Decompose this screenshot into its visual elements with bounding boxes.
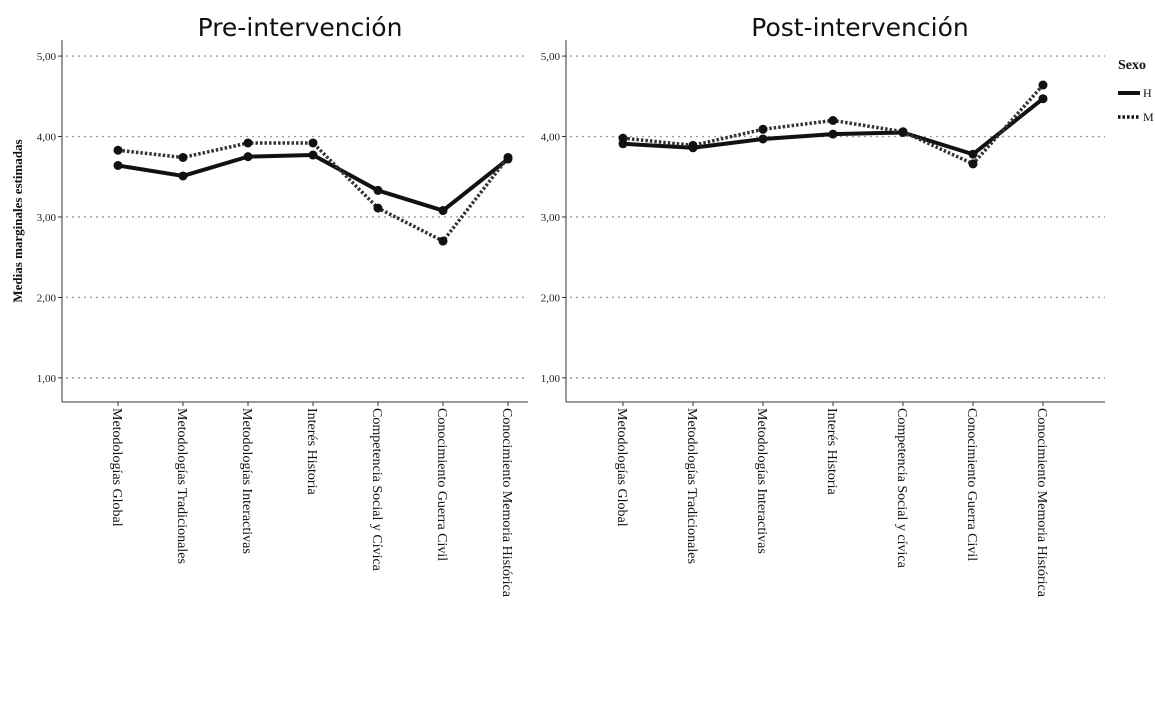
y-tick-label: 2,00 — [37, 292, 57, 304]
legend: Sexo HM — [1118, 58, 1154, 124]
data-point — [243, 138, 253, 148]
chart-panel-2: Post-intervención 1,00 2,00 3,00 4,00 5,00 Met… — [541, 13, 1105, 598]
data-point — [503, 152, 513, 162]
data-point — [828, 129, 838, 139]
y-tick-label: 3,00 — [541, 212, 561, 224]
data-point — [178, 171, 188, 181]
y-tick-label: 4,00 — [37, 132, 57, 144]
panel-title: Post-intervención — [751, 13, 968, 42]
data-point — [438, 236, 448, 246]
x-tick-label: Competencia Social y Cívica — [369, 408, 384, 572]
x-tick-label: Conocimiento Guerra Civil — [964, 408, 979, 561]
data-point — [308, 138, 318, 148]
y-tick-label: 3,00 — [37, 212, 57, 224]
data-point — [373, 185, 383, 195]
data-point — [178, 152, 188, 162]
x-tick-label: Metodologías Global — [109, 408, 124, 527]
y-tick-label: 1,00 — [541, 373, 561, 385]
chart-panels: Pre-intervención 1,00 2,00 3,00 4,00 5,00 Medi… — [10, 13, 1105, 598]
y-tick-label: 5,00 — [541, 51, 561, 63]
panel-title: Pre-intervención — [198, 13, 403, 42]
x-tick-label: Conocimiento Guerra Civil — [434, 408, 449, 561]
chart-panel-1: Pre-intervención 1,00 2,00 3,00 4,00 5,00 Medi… — [10, 13, 528, 598]
y-tick-label: 4,00 — [541, 132, 561, 144]
x-tick-label: Interés Historia — [304, 408, 319, 495]
data-point — [618, 133, 628, 143]
data-point — [688, 140, 698, 150]
data-point — [828, 115, 838, 125]
data-point — [243, 152, 253, 162]
data-point — [308, 150, 318, 160]
data-point — [968, 159, 978, 169]
x-tick-label: Metodologías Tradicionales — [174, 408, 189, 564]
y-tick-label: 2,00 — [541, 292, 561, 304]
x-tick-label: Metodologías Interactivas — [239, 408, 254, 554]
x-tick-label: Conocimiento Memoria Histórica — [1034, 408, 1049, 598]
x-tick-label: Interés Historia — [824, 408, 839, 495]
y-tick-label: 5,00 — [37, 51, 57, 63]
data-point — [438, 206, 448, 216]
data-point — [373, 203, 383, 213]
data-point — [1038, 80, 1048, 90]
legend-label: H — [1143, 86, 1152, 100]
legend-label: M — [1143, 110, 1154, 124]
data-point — [113, 145, 123, 155]
x-tick-label: Competencia Social y cívica — [894, 408, 909, 569]
data-point — [968, 149, 978, 159]
data-point — [758, 134, 768, 144]
data-point — [898, 127, 908, 137]
legend-title: Sexo — [1118, 58, 1146, 73]
data-point — [1038, 94, 1048, 104]
x-tick-label: Metodologías Interactivas — [754, 408, 769, 554]
x-tick-label: Conocimiento Memoria Histórica — [499, 408, 514, 598]
series-line-H — [117, 153, 510, 213]
y-tick-label: 1,00 — [37, 373, 57, 385]
data-point — [758, 124, 768, 134]
data-point — [113, 160, 123, 170]
x-tick-label: Metodologías Global — [614, 408, 629, 527]
y-axis-title: Medias marginales estimadas — [10, 139, 25, 302]
x-tick-label: Metodologías Tradicionales — [684, 408, 699, 564]
